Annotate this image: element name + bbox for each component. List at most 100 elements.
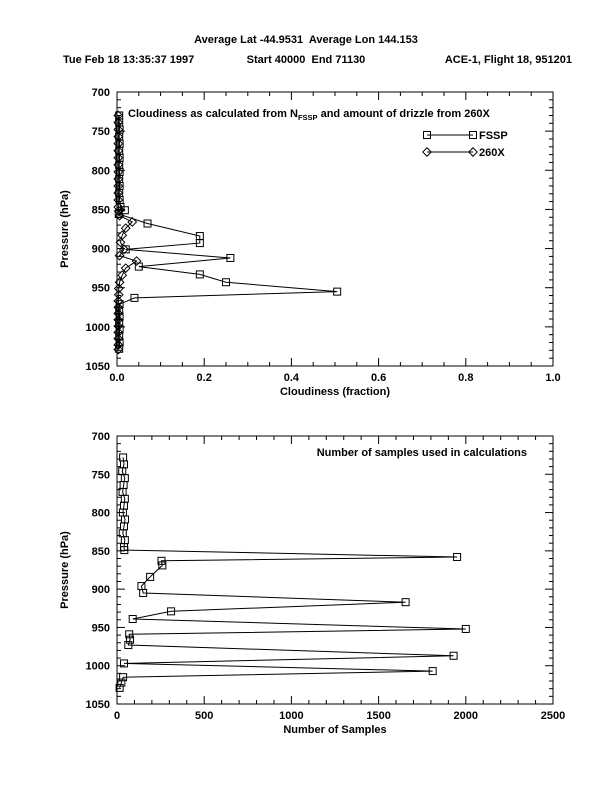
cloudiness-chart-xtick-label: 0.8: [458, 372, 473, 384]
samples-chart-axes: 0 500 1000 1500 2000 2500 700 750 800 850 900 950 10…: [86, 431, 566, 722]
diamond-marker: [127, 217, 138, 227]
legend-label-fssp: FSSP: [479, 130, 508, 142]
diamond-marker: [113, 302, 124, 313]
square-marker: [124, 641, 133, 650]
diamond-marker: [114, 250, 125, 261]
square-marker: [117, 678, 126, 687]
square-marker: [115, 300, 124, 309]
samples-chart-ytick-label: 850: [92, 546, 110, 558]
diamond-marker: [113, 188, 124, 198]
header-timestamp: Tue Feb 18 13:35:37 1997: [63, 54, 195, 66]
diamond-marker: [113, 180, 124, 191]
diamond-marker: [113, 117, 124, 128]
samples-chart-xtick-label: 1000: [279, 710, 303, 722]
samples-chart-xtick-label: 2000: [454, 710, 478, 722]
square-marker: [121, 245, 130, 254]
diamond-marker: [113, 333, 124, 344]
diamond-marker: [113, 314, 124, 325]
square-marker: [115, 306, 124, 315]
legend-label-260x: 260X: [479, 147, 505, 159]
diamond-marker: [113, 124, 124, 135]
samples-chart-xtick-label: 1500: [366, 710, 390, 722]
square-marker: [428, 667, 437, 676]
diamond-marker: [113, 138, 124, 149]
diamond-marker: [114, 277, 125, 288]
cloudiness-chart-axes: 0.0 0.2 0.4 0.6 0.8 1.0 700 750 800 850 900 950 1000…: [86, 87, 561, 384]
diamond-marker: [113, 152, 124, 163]
cloudiness-chart-ytick-label: 800: [92, 165, 110, 177]
square-marker: [139, 588, 148, 597]
cloudiness-chart-xtick-label: 0.2: [197, 372, 212, 384]
diamond-marker: [113, 327, 124, 338]
square-marker: [469, 131, 477, 139]
square-marker: [333, 287, 342, 296]
square-marker: [195, 239, 204, 248]
header-start-end: Start 40000 End 71130: [246, 54, 366, 66]
diamond-marker: [422, 147, 432, 157]
diamond-marker: [113, 110, 124, 121]
diamond-marker: [113, 195, 124, 205]
samples-chart-ytick-label: 1000: [86, 661, 110, 673]
square-marker: [226, 253, 235, 262]
samples-chart-ytick-label: 950: [92, 622, 110, 634]
diamond-marker: [120, 223, 131, 234]
samples-chart-ytick-label: 700: [92, 431, 110, 443]
cloudiness-chart-ytick-label: 950: [92, 283, 110, 295]
diamond-marker: [113, 159, 124, 170]
square-marker: [157, 556, 166, 565]
cloudiness-chart-legend: FSSP 260X: [422, 130, 508, 159]
square-marker: [128, 615, 137, 624]
series-fssp: [114, 111, 342, 353]
cloudiness-chart-xtick-label: 0.6: [371, 372, 386, 384]
square-marker: [401, 598, 410, 607]
square-marker: [167, 607, 176, 616]
square-marker: [126, 635, 135, 644]
diamond-marker: [114, 210, 125, 221]
diamond-marker: [113, 308, 124, 319]
diamond-marker: [117, 270, 128, 281]
diamond-marker: [113, 145, 124, 156]
square-marker: [115, 312, 124, 321]
diamond-marker: [113, 289, 124, 300]
cloudiness-chart-ylabel: Pressure (hPa): [59, 190, 71, 268]
cloudiness-chart-ytick-label: 1050: [86, 361, 110, 373]
cloudiness-chart-xtick-label: 1.0: [545, 372, 560, 384]
diamond-marker: [119, 244, 129, 255]
samples-chart-ytick-label: 1050: [86, 699, 110, 711]
diamond-marker: [131, 256, 142, 267]
samples-chart-title: Number of samples used in calculations: [317, 447, 527, 459]
samples-chart-frame: [116, 435, 554, 705]
samples-chart-xtick-label: 0: [114, 710, 120, 722]
diamond-marker: [120, 263, 131, 274]
square-marker: [158, 561, 167, 570]
square-marker: [115, 683, 124, 692]
samples-chart-xtick-label: 500: [195, 710, 213, 722]
diamond-marker: [113, 296, 124, 306]
square-marker: [146, 572, 155, 581]
header-averages: Average Lat -44.9531 Average Lon 144.153: [194, 34, 418, 46]
square-marker: [115, 318, 124, 327]
square-marker: [449, 651, 458, 660]
square-marker: [120, 546, 129, 555]
square-marker: [115, 332, 124, 341]
cloudiness-chart-ytick-label: 1000: [86, 322, 110, 334]
square-marker: [125, 630, 134, 639]
square-marker: [119, 659, 128, 668]
cloudiness-chart-ytick-label: 700: [92, 87, 110, 99]
samples-chart-ytick-label: 900: [92, 584, 110, 596]
square-marker: [423, 131, 431, 139]
samples-chart: 0 500 1000 1500 2000 2500 700 750 800 850 900 950 10…: [59, 431, 565, 736]
cloudiness-chart-ytick-label: 750: [92, 126, 110, 138]
series-260x: [113, 110, 142, 355]
diamond-marker: [115, 237, 126, 248]
diamond-marker: [113, 321, 124, 332]
diamond-marker: [113, 283, 124, 294]
header-flight-id: ACE-1, Flight 18, 951201: [444, 54, 572, 66]
diamond-marker: [113, 166, 124, 177]
cloudiness-chart-xtick-label: 0.4: [284, 372, 300, 384]
square-marker: [461, 624, 470, 633]
cloudiness-chart-xtick-label: 0.0: [109, 372, 124, 384]
cloudiness-chart-ytick-label: 900: [92, 244, 110, 256]
